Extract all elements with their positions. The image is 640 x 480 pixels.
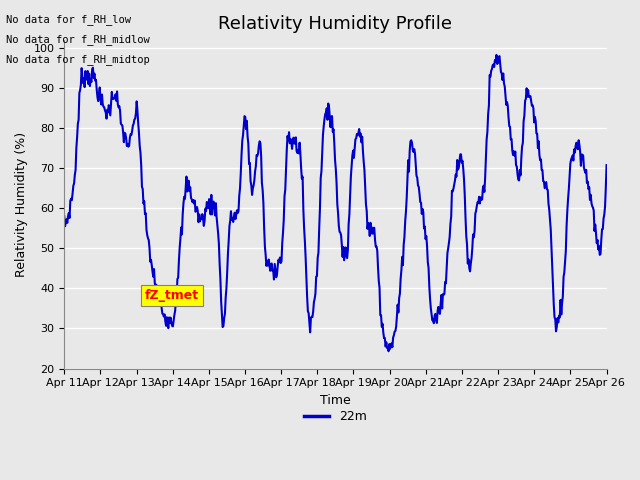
- Text: No data for f_RH_low: No data for f_RH_low: [6, 13, 131, 24]
- Text: fZ_tmet: fZ_tmet: [145, 289, 199, 302]
- Text: No data for f_RH_midlow: No data for f_RH_midlow: [6, 34, 150, 45]
- Text: No data for f_RH_midtop: No data for f_RH_midtop: [6, 54, 150, 65]
- Title: Relativity Humidity Profile: Relativity Humidity Profile: [218, 15, 452, 33]
- Y-axis label: Relativity Humidity (%): Relativity Humidity (%): [15, 132, 28, 277]
- Legend: 22m: 22m: [299, 405, 372, 428]
- X-axis label: Time: Time: [320, 394, 351, 407]
